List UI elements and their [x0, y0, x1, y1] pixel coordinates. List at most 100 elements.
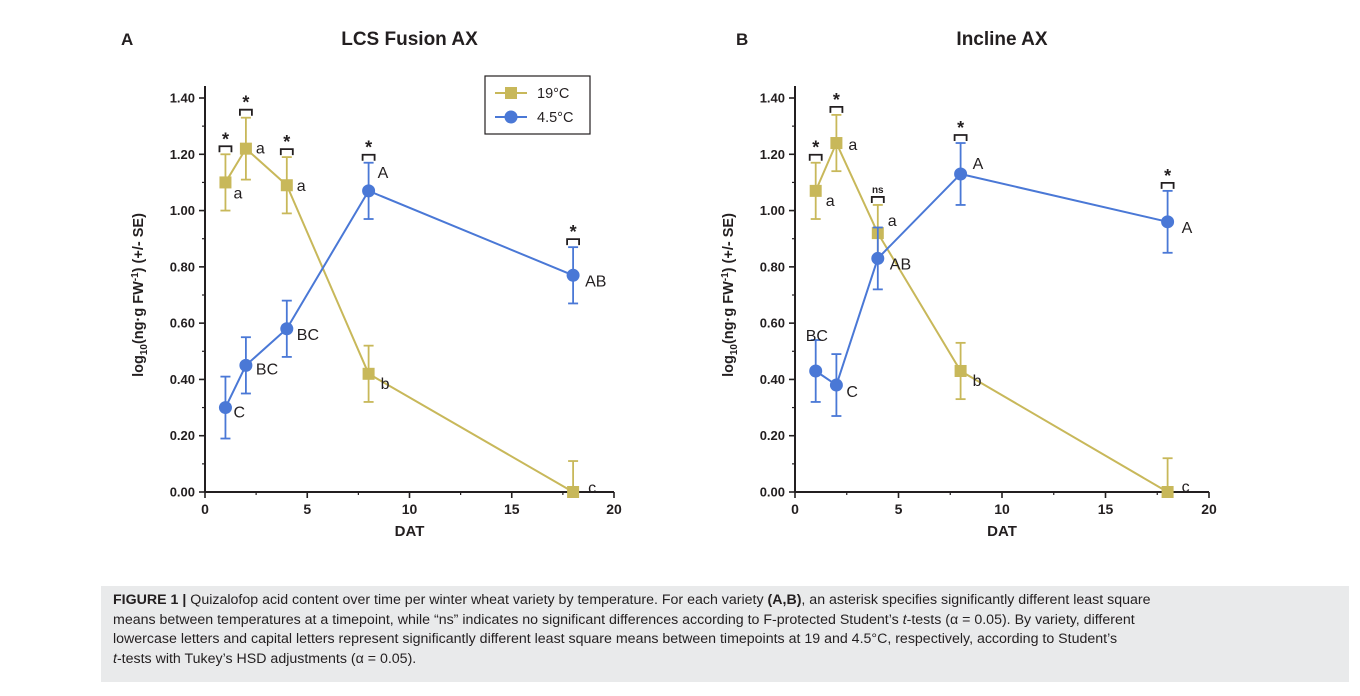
y-tick-label: 0.60 [170, 316, 195, 331]
data-point [954, 364, 967, 377]
y-axis-label-part: ) (+/- SE) [721, 213, 737, 272]
y-tick-label: 1.20 [760, 147, 785, 162]
data-point [830, 137, 843, 150]
significance-letter: c [588, 480, 596, 497]
legend-label: 4.5°C [537, 110, 573, 126]
data-point [1161, 486, 1174, 498]
y-axis-label-part: -1 [720, 272, 731, 281]
y-axis-label: log10(ng·g FW-1) (+/- SE) [720, 213, 740, 377]
figure: A LCS Fusion AX 0.00 0.20 0.40 0.60 0.80 1.00 1.… [121, 29, 1217, 540]
significance-bracket [953, 134, 968, 142]
significance-letter: a [256, 141, 265, 158]
series-line [224, 147, 574, 493]
significance-asterisk: * [242, 93, 249, 113]
caption-text-2: means between temperatures at a timepoin… [113, 611, 903, 628]
data-point [239, 358, 253, 372]
panel-label: A [121, 30, 133, 49]
caption-t-italic-2: t [113, 650, 117, 667]
data-point [280, 179, 293, 192]
chart-title: LCS Fusion AX [341, 29, 478, 50]
x-tick-label: 15 [504, 501, 520, 517]
x-tick-label: 15 [1098, 501, 1114, 517]
significance-ns: ns [872, 185, 884, 196]
figure-charts: A LCS Fusion AX 0.00 0.20 0.40 0.60 0.80 1.00 1.… [121, 29, 1217, 540]
significance-letter: BC [256, 361, 278, 378]
significance-bracket [808, 153, 823, 161]
significance-bracket [279, 148, 294, 156]
x-axis-label: DAT [395, 523, 425, 540]
y-tick-label: 1.40 [760, 91, 785, 106]
data-point [871, 251, 885, 265]
data-point [567, 486, 580, 498]
series-warm: a a a b c [809, 113, 1190, 498]
y-tick-label: 0.40 [760, 372, 785, 387]
significance-letter: A [378, 165, 389, 182]
significance-asterisk: * [570, 222, 577, 242]
y-axis-label-part: (ng·g FW [131, 281, 147, 344]
caption-text-4: -tests with Tukey’s HSD adjustments (α =… [116, 650, 417, 667]
caption-separator: | [178, 592, 191, 608]
significance-letter: AB [890, 256, 911, 273]
x-tick-label: 5 [895, 501, 903, 517]
y-axis-label-part: -1 [130, 272, 141, 281]
series-cold: BC C AB A A [806, 142, 1193, 417]
significance-bracket [239, 108, 253, 116]
significance-letter: a [297, 178, 306, 195]
caption-line-4: t-tests with Tukey’s HSD adjustments (α … [113, 650, 1339, 670]
significance-bracket [361, 153, 376, 161]
significance-letter: AB [585, 273, 606, 290]
significance-letter: A [973, 156, 984, 173]
significance-letter: BC [806, 328, 828, 345]
y-axis-label-part: 10 [139, 344, 150, 356]
significance-letter: BC [297, 327, 319, 344]
x-tick-label: 20 [1201, 501, 1217, 517]
legend-marker [504, 110, 518, 124]
y-axis-label-part: log [721, 355, 737, 377]
data-point [362, 184, 376, 198]
data-point [566, 268, 580, 282]
data-point [809, 364, 823, 378]
significance-asterisk: * [812, 138, 819, 158]
y-axis-label-part: log [131, 355, 147, 377]
panel-label: B [736, 30, 748, 49]
significance-bracket [1160, 181, 1175, 189]
significance-letter: b [973, 373, 982, 390]
chart-panel-a: A LCS Fusion AX 0.00 0.20 0.40 0.60 0.80 1.00 1.… [121, 29, 622, 540]
significance-asterisk: * [283, 132, 290, 152]
significance-letter: c [1182, 479, 1190, 496]
y-tick-label: 1.00 [170, 203, 195, 218]
y-tick-label: 0.80 [170, 259, 195, 274]
caption-text-2b: -tests (α = 0.05). By variety, different [906, 611, 1135, 628]
significance-letter: a [888, 213, 897, 230]
y-axis-label-part: ) (+/- SE) [131, 213, 147, 272]
x-tick-label: 10 [402, 501, 418, 517]
x-tick-label: 20 [606, 501, 622, 517]
significance-bracket [566, 238, 580, 246]
significance-letter: a [233, 185, 242, 202]
caption-line-1: FIGURE 1 | Quizalofop acid content over … [113, 591, 1339, 611]
legend-marker [505, 87, 517, 99]
series-line [814, 140, 1169, 493]
significance-asterisk: * [957, 118, 964, 138]
chart-panel-b: B Incline AX 0.00 0.20 0.40 0.60 0.80 1.00 1.20 1… [720, 29, 1217, 540]
series-line [815, 172, 1168, 387]
y-tick-label: 0.60 [760, 316, 785, 331]
significance-asterisk: * [222, 129, 229, 149]
y-tick-label: 1.00 [760, 203, 785, 218]
significance-bracket [870, 196, 885, 203]
caption-panels-ref: (A,B) [767, 592, 802, 608]
x-tick-label: 0 [201, 501, 209, 517]
significance-letter: a [848, 137, 857, 154]
data-point [809, 184, 822, 197]
significance-asterisk: * [833, 90, 840, 110]
figure-caption: FIGURE 1 | Quizalofop acid content over … [101, 586, 1349, 682]
data-point [1161, 215, 1175, 229]
data-point [219, 176, 232, 189]
chart-title: Incline AX [956, 29, 1047, 50]
y-axis-label-part: 10 [729, 344, 740, 356]
significance-letter: C [233, 405, 245, 422]
significance-bracket [218, 145, 233, 153]
y-tick-label: 1.40 [170, 91, 195, 106]
significance-letter: a [826, 193, 835, 210]
data-point [362, 367, 375, 380]
